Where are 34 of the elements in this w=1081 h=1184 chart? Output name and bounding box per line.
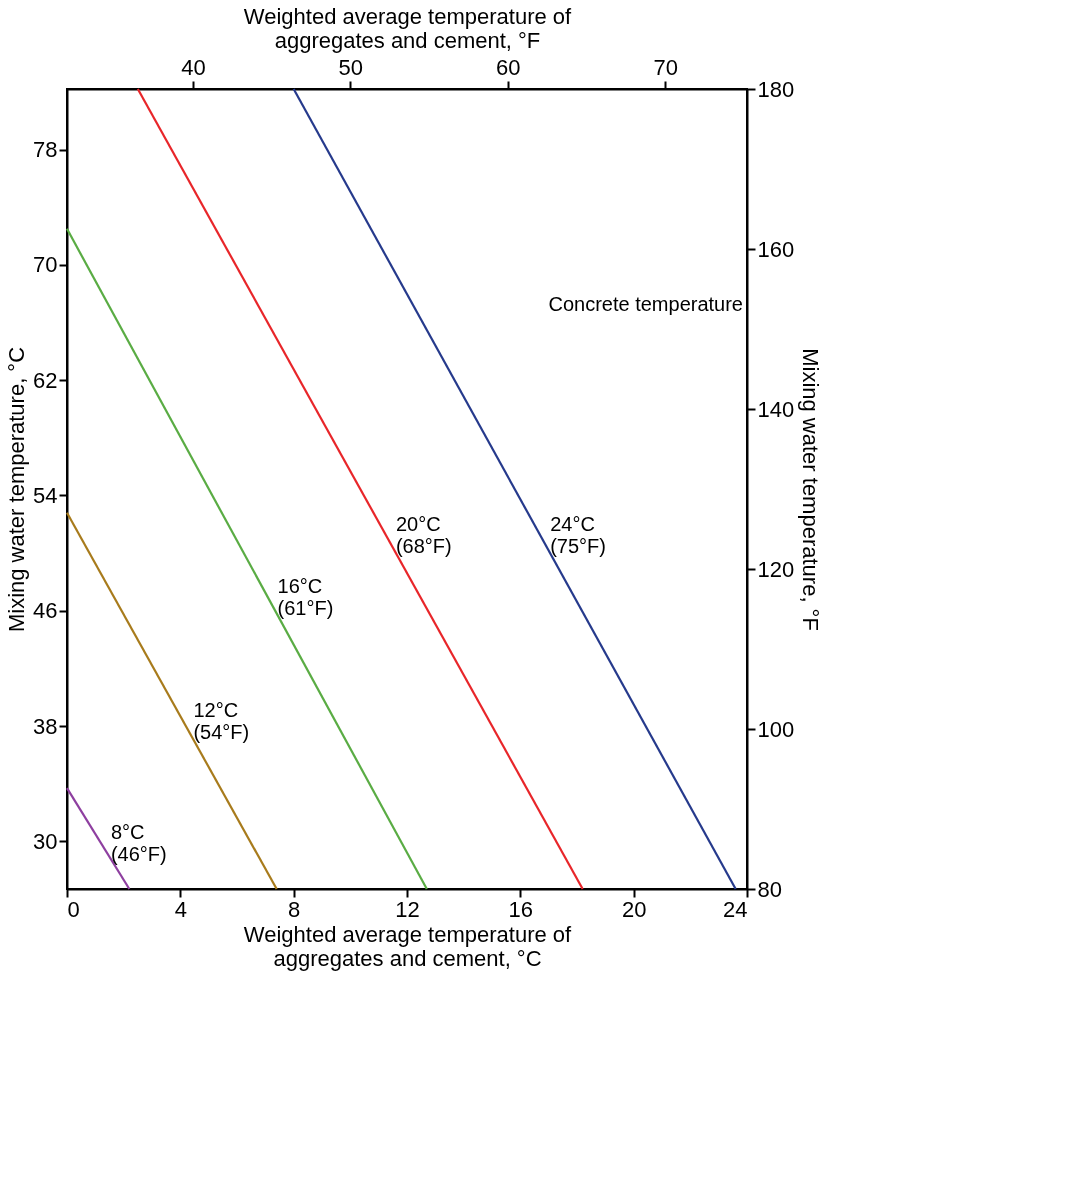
x-tick-label: 24 — [723, 896, 748, 922]
x-tick-label: 16 — [508, 896, 534, 922]
series-label: 8°C (46°F) — [110, 820, 167, 865]
y2-axis-title: Mixing water temperature, °F — [798, 348, 824, 631]
x-tick-label: 12 — [395, 896, 420, 922]
y2-tick-label: 120 — [757, 556, 795, 582]
annotation: Concrete temperature — [548, 293, 743, 315]
series-label: 12°C (54°F) — [193, 699, 250, 744]
y2-tick-label: 100 — [757, 716, 795, 742]
x-axis-title: Weighted average temperature of aggregates and cement, °C — [243, 921, 573, 971]
x2-axis-title: Weighted average temperature of aggregates and cement, °F — [243, 3, 573, 53]
y-tick-label: 46 — [33, 598, 58, 624]
y-tick-label: 70 — [33, 252, 58, 278]
series-label: 20°C (68°F) — [395, 513, 452, 557]
x2-tick-label: 40 — [181, 54, 206, 80]
y-tick-label: 38 — [33, 713, 58, 739]
y-tick-label: 54 — [33, 482, 58, 508]
x2-tick-label: 60 — [496, 54, 521, 80]
y2-tick-label: 80 — [757, 876, 782, 902]
x-tick-label: 8 — [288, 896, 301, 922]
y-axis-title: Mixing water temperature, °C — [4, 346, 30, 633]
x2-tick-label: 70 — [653, 54, 678, 80]
y2-tick-label: 180 — [757, 76, 795, 102]
x-tick-label: 20 — [621, 896, 647, 922]
y-tick-label: 78 — [33, 137, 58, 163]
series-label: 16°C (61°F) — [277, 574, 334, 619]
y2-tick-label: 160 — [757, 236, 795, 262]
series-label: 24°C (75°F) — [550, 513, 606, 557]
y2-tick-label: 140 — [757, 396, 795, 422]
y-tick-label: 62 — [33, 367, 58, 393]
x-tick-label: 0 — [67, 896, 80, 922]
x-tick-label: 4 — [174, 896, 187, 922]
y-tick-label: 30 — [33, 828, 58, 854]
x2-tick-label: 50 — [338, 54, 364, 80]
